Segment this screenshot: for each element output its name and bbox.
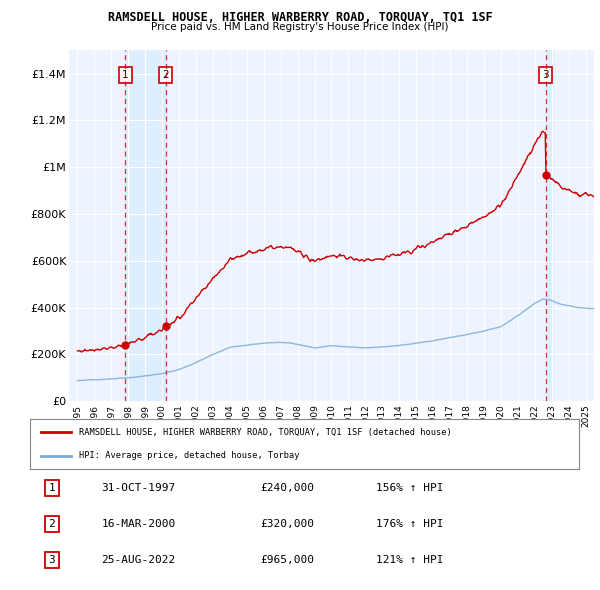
Text: £965,000: £965,000 — [260, 555, 314, 565]
Text: 2: 2 — [163, 70, 169, 80]
Text: 3: 3 — [49, 555, 55, 565]
Text: RAMSDELL HOUSE, HIGHER WARBERRY ROAD, TORQUAY, TQ1 1SF: RAMSDELL HOUSE, HIGHER WARBERRY ROAD, TO… — [107, 11, 493, 24]
Bar — [546, 50, 553, 401]
Text: 16-MAR-2000: 16-MAR-2000 — [101, 519, 176, 529]
Text: 1: 1 — [122, 70, 129, 80]
Text: 25-AUG-2022: 25-AUG-2022 — [101, 555, 176, 565]
Text: 1: 1 — [49, 483, 55, 493]
Text: £320,000: £320,000 — [260, 519, 314, 529]
Bar — [125, 50, 166, 401]
Text: 2: 2 — [49, 519, 55, 529]
Text: 121% ↑ HPI: 121% ↑ HPI — [376, 555, 443, 565]
Text: Price paid vs. HM Land Registry's House Price Index (HPI): Price paid vs. HM Land Registry's House … — [151, 22, 449, 32]
Text: 176% ↑ HPI: 176% ↑ HPI — [376, 519, 443, 529]
Text: 31-OCT-1997: 31-OCT-1997 — [101, 483, 176, 493]
Text: 3: 3 — [542, 70, 549, 80]
Text: HPI: Average price, detached house, Torbay: HPI: Average price, detached house, Torb… — [79, 451, 300, 460]
Text: £240,000: £240,000 — [260, 483, 314, 493]
Text: 156% ↑ HPI: 156% ↑ HPI — [376, 483, 443, 493]
Text: RAMSDELL HOUSE, HIGHER WARBERRY ROAD, TORQUAY, TQ1 1SF (detached house): RAMSDELL HOUSE, HIGHER WARBERRY ROAD, TO… — [79, 428, 452, 437]
